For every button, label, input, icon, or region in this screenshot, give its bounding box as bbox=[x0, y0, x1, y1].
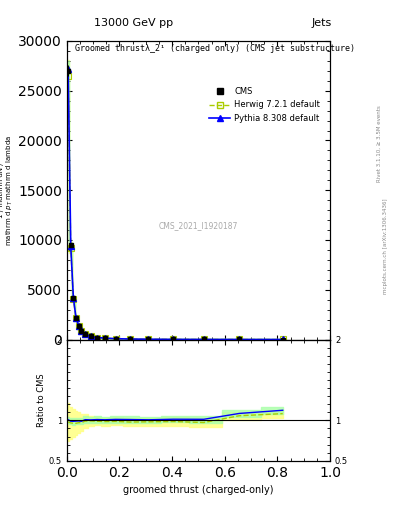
Text: Groomed thrustλ_2¹ (charged only) (CMS jet substructure): Groomed thrustλ_2¹ (charged only) (CMS j… bbox=[75, 44, 355, 53]
Y-axis label: mathrm d²N
1 / mathrm dN /
mathrm d $p_T$ mathrm d lambda: mathrm d²N 1 / mathrm dN / mathrm d $p_T… bbox=[0, 135, 15, 246]
Text: CMS_2021_I1920187: CMS_2021_I1920187 bbox=[159, 222, 238, 230]
Legend: CMS, Herwig 7.2.1 default, Pythia 8.308 default: CMS, Herwig 7.2.1 default, Pythia 8.308 … bbox=[206, 84, 323, 126]
Text: 13000 GeV pp: 13000 GeV pp bbox=[94, 18, 173, 28]
Text: mcplots.cern.ch [arXiv:1306.3436]: mcplots.cern.ch [arXiv:1306.3436] bbox=[384, 198, 388, 293]
Text: Jets: Jets bbox=[312, 18, 332, 28]
Text: Rivet 3.1.10, ≥ 3.5M events: Rivet 3.1.10, ≥ 3.5M events bbox=[377, 105, 382, 182]
Y-axis label: Ratio to CMS: Ratio to CMS bbox=[37, 373, 46, 427]
X-axis label: groomed thrust (charged-only): groomed thrust (charged-only) bbox=[123, 485, 274, 495]
